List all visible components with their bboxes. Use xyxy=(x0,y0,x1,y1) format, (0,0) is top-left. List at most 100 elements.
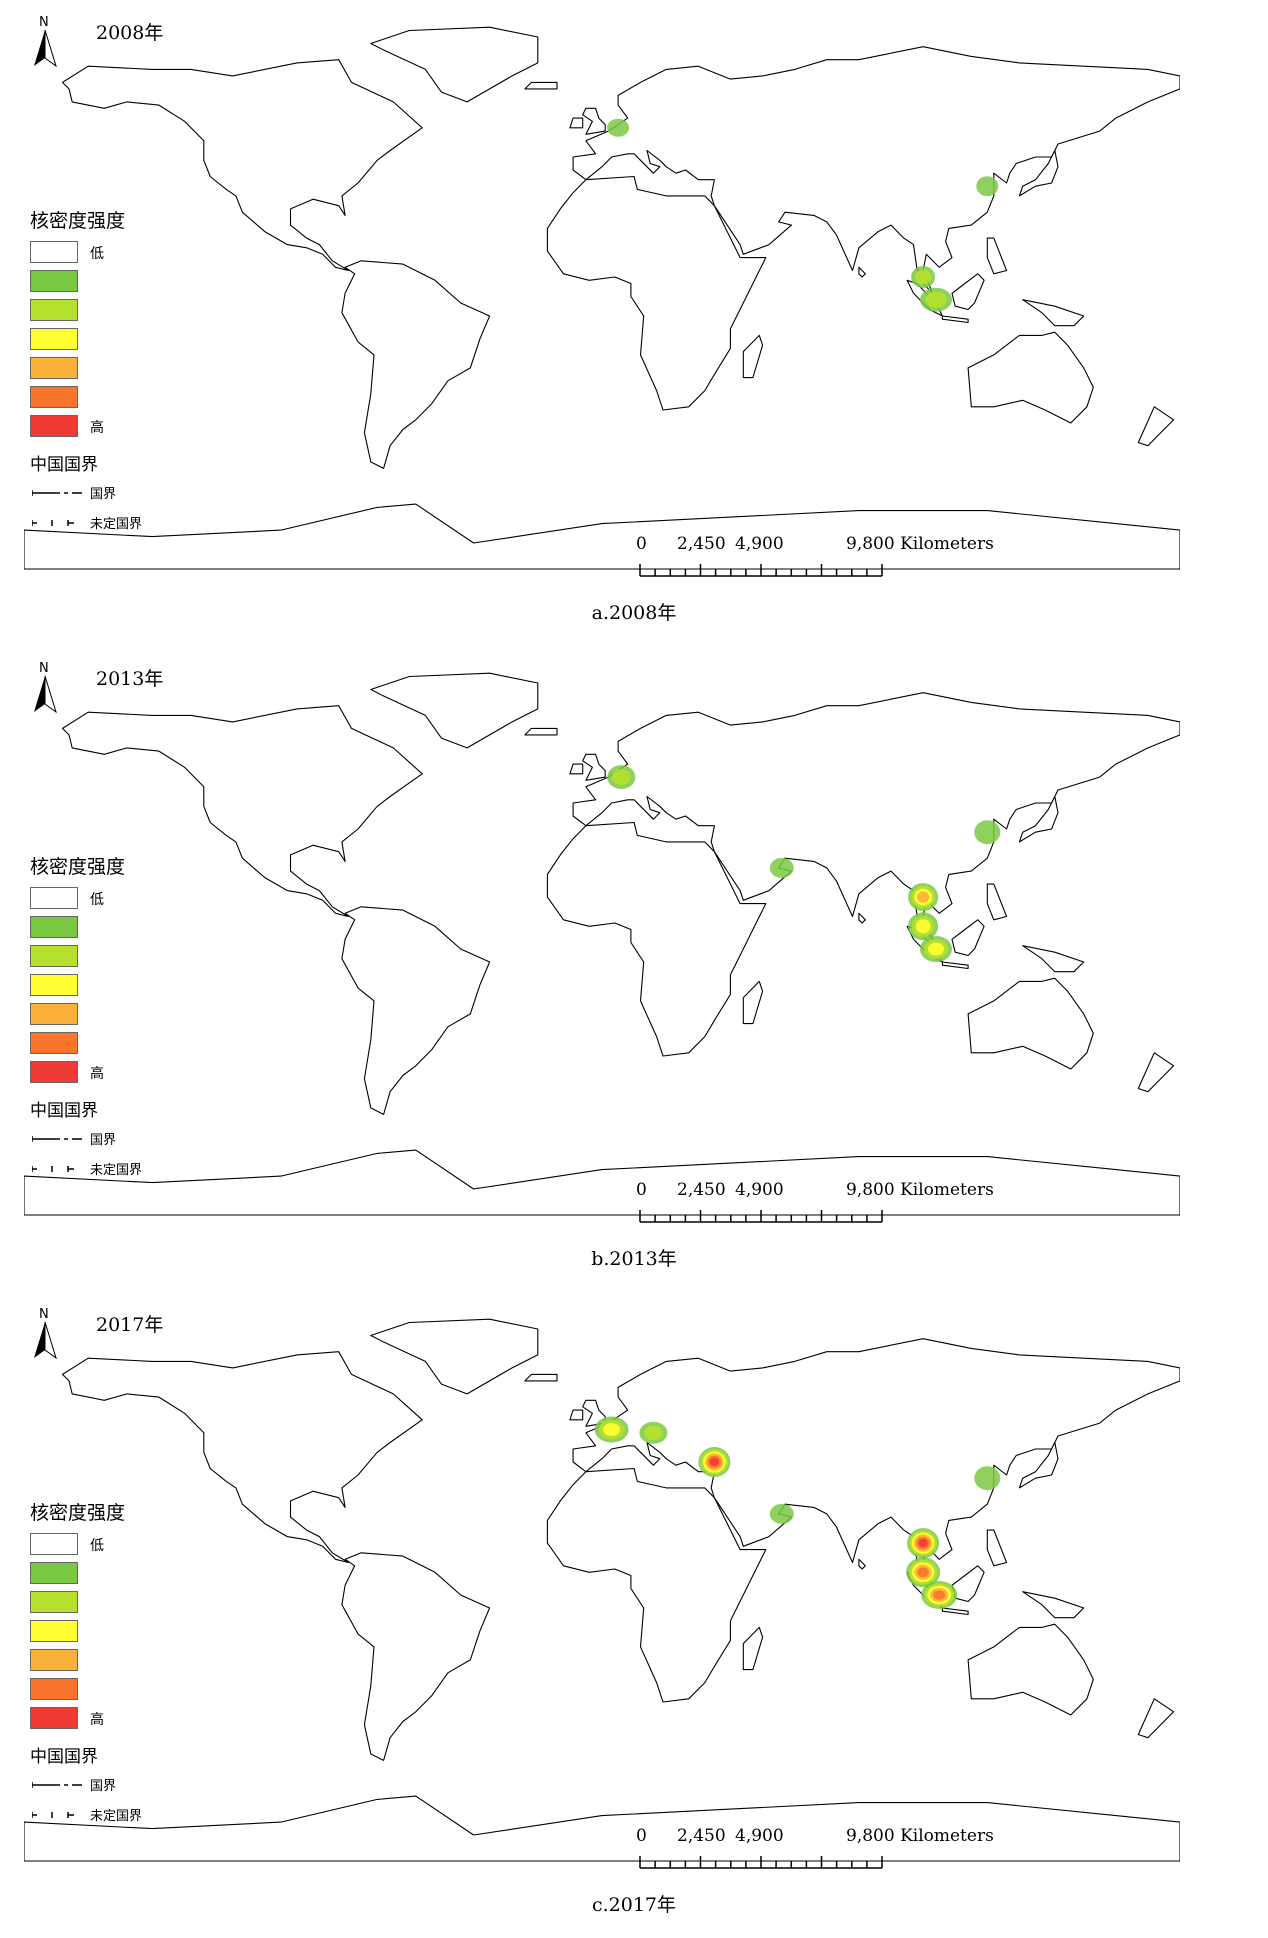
border-legend-title: 中国国界 xyxy=(30,1747,98,1767)
landmass-11 xyxy=(941,1607,969,1616)
hotspot-central-europe xyxy=(639,1421,668,1444)
scale-tick-label: 2,450 xyxy=(677,534,726,554)
panel-caption: a.2008年 xyxy=(591,602,677,624)
landmass-6 xyxy=(569,117,584,129)
legend-swatch xyxy=(30,1533,78,1555)
density-ring xyxy=(915,269,932,285)
landmass-2 xyxy=(341,1552,491,1761)
legend-row: 高 xyxy=(30,1707,190,1736)
landmass-18 xyxy=(24,1795,1180,1862)
landmass-8 xyxy=(1018,1441,1059,1489)
land-layer xyxy=(24,1318,1180,1862)
density-ring xyxy=(933,1590,946,1600)
landmass-15 xyxy=(742,334,764,379)
density-ring xyxy=(769,1503,794,1524)
landmass-16 xyxy=(986,237,1008,275)
world-map xyxy=(24,672,1180,1216)
legend-swatch xyxy=(30,945,78,967)
legend-row xyxy=(30,328,190,357)
map-panel-3: N 2017年 核密度强度 低高 中国国界 国界 未定国界 0 2,450 4,90… xyxy=(24,1298,1180,1884)
landmass-4 xyxy=(572,692,1180,940)
legend-swatch xyxy=(30,916,78,938)
scale-bar: 0 2,450 4,900 9,800 Kilometers xyxy=(636,1180,1036,1230)
legend-swatch xyxy=(30,1562,78,1584)
landmass-17 xyxy=(858,1558,866,1570)
year-label: 2017年 xyxy=(96,1314,164,1336)
landmass-1 xyxy=(370,26,539,103)
landmass-1 xyxy=(370,672,539,749)
landmass-10 xyxy=(951,273,985,311)
landmass-17 xyxy=(858,266,866,278)
legend-row xyxy=(30,974,190,1003)
undetermined-border-label: 未定国界 xyxy=(90,1163,143,1178)
year-label: 2013年 xyxy=(96,668,164,690)
landmass-7 xyxy=(524,727,558,736)
legend-high-label: 高 xyxy=(90,1712,104,1728)
landmass-0 xyxy=(61,59,423,272)
landmass-6 xyxy=(569,1409,584,1421)
legend-swatch xyxy=(30,270,78,292)
world-map xyxy=(24,26,1180,570)
landmass-10 xyxy=(951,919,985,957)
map-panel-2: N 2013年 核密度强度 低高 中国国界 国界 未定国界 0 2,450 4,90… xyxy=(24,652,1180,1238)
legend-swatch xyxy=(30,974,78,996)
landmass-11 xyxy=(941,315,969,324)
hotspot-western-europe xyxy=(607,118,630,137)
landmass-3 xyxy=(546,821,767,1057)
hotspot-western-europe xyxy=(607,765,636,790)
legend-swatch xyxy=(30,241,78,263)
density-ring xyxy=(769,857,794,878)
legend-title: 核密度强度 xyxy=(30,1502,126,1524)
landmass-14 xyxy=(1137,1052,1175,1093)
scale-end-label: 9,800 Kilometers xyxy=(846,1180,994,1200)
density-ring xyxy=(709,1457,720,1467)
legend-row: 低 xyxy=(30,1533,190,1562)
landmass-4 xyxy=(572,46,1180,294)
legend-title: 核密度强度 xyxy=(30,210,126,232)
legend-row xyxy=(30,945,190,974)
legend-row: 高 xyxy=(30,415,190,444)
kernel-density-layer xyxy=(607,765,1001,962)
density-ring xyxy=(974,820,1001,845)
density-legend: 核密度强度 低高 中国国界 国界 未定国界 xyxy=(30,1498,190,1835)
landmass-13 xyxy=(967,977,1094,1070)
landmass-7 xyxy=(524,1373,558,1382)
hotspot-malay-peninsula xyxy=(906,1557,941,1588)
landmass-13 xyxy=(967,331,1094,424)
landmass-0 xyxy=(61,705,423,918)
legend-swatch xyxy=(30,328,78,350)
undetermined-border-label: 未定国界 xyxy=(90,1809,143,1824)
legend-row xyxy=(30,270,190,299)
national-border-legend: 国界 xyxy=(30,1775,190,1805)
density-ring xyxy=(917,1567,929,1578)
density-ring xyxy=(925,291,947,308)
border-legend-title: 中国国界 xyxy=(30,1101,98,1121)
landmass-4 xyxy=(572,1338,1180,1586)
legend-swatch xyxy=(30,887,78,909)
svg-text:N: N xyxy=(39,15,49,30)
land-layer xyxy=(24,26,1180,570)
scale-end-label: 9,800 Kilometers xyxy=(846,534,994,554)
density-ring xyxy=(915,919,931,934)
national-border-label: 国界 xyxy=(90,1779,117,1794)
density-ring xyxy=(918,1538,928,1548)
legend-row xyxy=(30,386,190,415)
landmass-8 xyxy=(1018,795,1059,843)
legend-swatch xyxy=(30,1061,78,1083)
border-legend-title: 中国国界 xyxy=(30,455,98,475)
density-ring xyxy=(644,1425,663,1441)
scale-tick-label: 4,900 xyxy=(735,1180,784,1200)
landmass-16 xyxy=(986,1529,1008,1567)
legend-swatch xyxy=(30,1649,78,1671)
landmass-10 xyxy=(951,1565,985,1603)
scale-tick-label: 0 xyxy=(636,1826,647,1846)
legend-row xyxy=(30,1649,190,1678)
legend-swatch xyxy=(30,299,78,321)
legend-swatch xyxy=(30,1707,78,1729)
legend-row xyxy=(30,357,190,386)
hotspot-thailand xyxy=(907,1528,940,1559)
density-ring xyxy=(612,769,631,786)
landmass-14 xyxy=(1137,406,1175,447)
scale-tick-label: 2,450 xyxy=(677,1826,726,1846)
legend-high-label: 高 xyxy=(90,1066,104,1082)
